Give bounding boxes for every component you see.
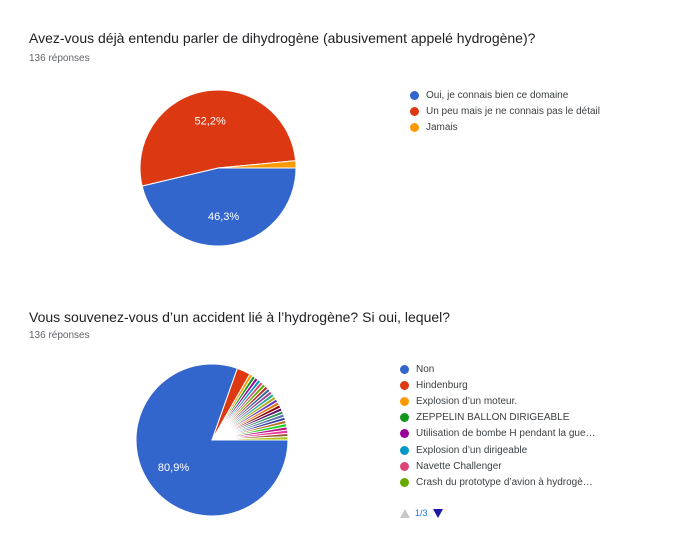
next-page-icon[interactable] [432,508,443,518]
legend-chart-1: Oui, je connais bien ce domaine Un peu ma… [410,87,600,136]
legend-marker-icon [400,364,409,374]
data-label-non: 80,9% [158,462,189,474]
pie-chart-1: 46,3% 52,2% [139,89,297,247]
legend-marker-icon [400,413,409,423]
pie-slice-other-response-18 [211,436,289,441]
pie-slice-jamais [217,160,297,169]
legend-pager: 1/3 [400,508,443,518]
legend-item-non[interactable]: Non [400,361,596,377]
legend-item-jamais[interactable]: Jamais [410,119,600,135]
pie-slice-oui-je-connais-bien-ce-domaine [141,167,297,247]
legend-label: Hindenburg [416,379,468,391]
legend-label: ZEPPELIN BALLON DIRIGEABLE [416,412,570,424]
legend-label: Un peu mais je ne connais pas le détail [426,105,600,117]
legend-label: Non [416,363,435,375]
legend-page-indicator: 1/3 [415,508,428,518]
legend-label: Utilisation de bombe H pendant la gue… [416,428,596,440]
legend-item-explosion-d-un-moteur[interactable]: Explosion d’un moteur. [400,393,596,409]
question-1-response-count: 136 réponses [29,53,90,64]
previous-page-icon[interactable] [400,508,410,518]
legend-label: Explosion d’un moteur. [416,395,518,407]
question-2-title: Vous souvenez-vous d’un accident lié à l… [29,309,451,325]
legend-label: Jamais [426,121,458,133]
legend-marker-icon [400,445,409,455]
legend-marker-icon [400,429,409,439]
question-1-title: Avez-vous déjà entendu parler de dihydro… [29,30,536,46]
legend-item-un-peu-mais-je-ne-connais-pas-le-detail[interactable]: Un peu mais je ne connais pas le détail [410,103,600,119]
legend-marker-icon [410,106,419,116]
legend-marker-icon [400,380,409,390]
legend-label: Crash du prototype d’avion à hydrogè… [416,476,593,488]
legend-item-crash-du-prototype-d-avion-a-hydroge[interactable]: Crash du prototype d’avion à hydrogè… [400,474,596,490]
legend-item-navette-challenger[interactable]: Navette Challenger [400,458,596,474]
question-2-response-count: 136 réponses [29,330,90,341]
legend-marker-icon [400,396,409,406]
legend-label: Explosion d’un dirigeable [416,444,528,456]
legend-item-oui-je-connais-bien-ce-domaine[interactable]: Oui, je connais bien ce domaine [410,87,600,103]
pie-slice-un-peu-mais-je-ne-connais-pas-le-detail [139,89,297,187]
legend-chart-2: Non Hindenburg Explosion d’un moteur. ZEPPE… [400,361,596,491]
legend-marker-icon [400,461,409,471]
legend-marker-icon [410,122,419,132]
legend-item-hindenburg[interactable]: Hindenburg [400,377,596,393]
data-label-oui-je-connais-bien-ce-domaine: 46,3% [208,211,239,223]
legend-marker-icon [410,90,419,100]
legend-label: Navette Challenger [416,460,502,472]
legend-item-utilisation-de-bombe-h-pendant-la-gue[interactable]: Utilisation de bombe H pendant la gue… [400,426,596,442]
legend-item-explosion-d-un-dirigeable[interactable]: Explosion d’un dirigeable [400,442,596,458]
legend-marker-icon [400,477,409,487]
legend-item-zeppelin-ballon-dirigeable[interactable]: ZEPPELIN BALLON DIRIGEABLE [400,410,596,426]
data-label-un-peu-mais-je-ne-connais-pas-le-detail: 52,2% [195,115,226,127]
legend-label: Oui, je connais bien ce domaine [426,89,569,101]
